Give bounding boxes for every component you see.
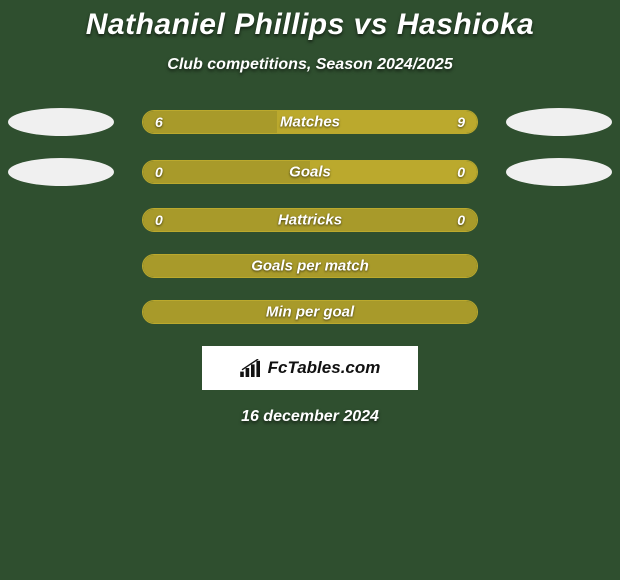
player-right-marker bbox=[506, 158, 612, 186]
stat-label: Matches bbox=[280, 114, 340, 131]
bar-segment-right bbox=[310, 161, 477, 183]
stat-label: Goals bbox=[289, 164, 331, 181]
player-left-marker bbox=[8, 108, 114, 136]
bar-segment-left bbox=[143, 161, 310, 183]
page-root: Nathaniel Phillips vs Hashioka Club comp… bbox=[0, 0, 620, 580]
player-left-marker bbox=[8, 158, 114, 186]
stat-row: Goals 0 0 bbox=[0, 158, 620, 186]
stat-row: Min per goal bbox=[0, 300, 620, 324]
stat-bar: Goals per match bbox=[142, 254, 478, 278]
page-subtitle: Club competitions, Season 2024/2025 bbox=[0, 56, 620, 74]
stat-value-left: 6 bbox=[155, 114, 163, 130]
stat-value-right: 0 bbox=[457, 212, 465, 228]
chart-icon bbox=[240, 359, 262, 377]
date-label: 16 december 2024 bbox=[0, 408, 620, 426]
stat-row: Hattricks 0 0 bbox=[0, 208, 620, 232]
stat-bar: Goals 0 0 bbox=[142, 160, 478, 184]
stat-label: Hattricks bbox=[278, 212, 342, 229]
bar-segment-left bbox=[143, 111, 277, 133]
stat-label: Min per goal bbox=[266, 304, 354, 321]
stat-value-right: 0 bbox=[457, 164, 465, 180]
page-title: Nathaniel Phillips vs Hashioka bbox=[0, 8, 620, 42]
stat-value-left: 0 bbox=[155, 164, 163, 180]
stat-row: Goals per match bbox=[0, 254, 620, 278]
stat-bar: Hattricks 0 0 bbox=[142, 208, 478, 232]
stat-label: Goals per match bbox=[251, 258, 369, 275]
stat-bar: Matches 6 9 bbox=[142, 110, 478, 134]
player-right-marker bbox=[506, 108, 612, 136]
stats-rows: Matches 6 9 Goals 0 0 Hattricks 0 0 Goals per mat… bbox=[0, 108, 620, 324]
stat-bar: Min per goal bbox=[142, 300, 478, 324]
stat-value-right: 9 bbox=[457, 114, 465, 130]
stat-row: Matches 6 9 bbox=[0, 108, 620, 136]
stat-value-left: 0 bbox=[155, 212, 163, 228]
brand-label: FcTables.com bbox=[268, 358, 381, 378]
brand-box: FcTables.com bbox=[202, 346, 418, 390]
